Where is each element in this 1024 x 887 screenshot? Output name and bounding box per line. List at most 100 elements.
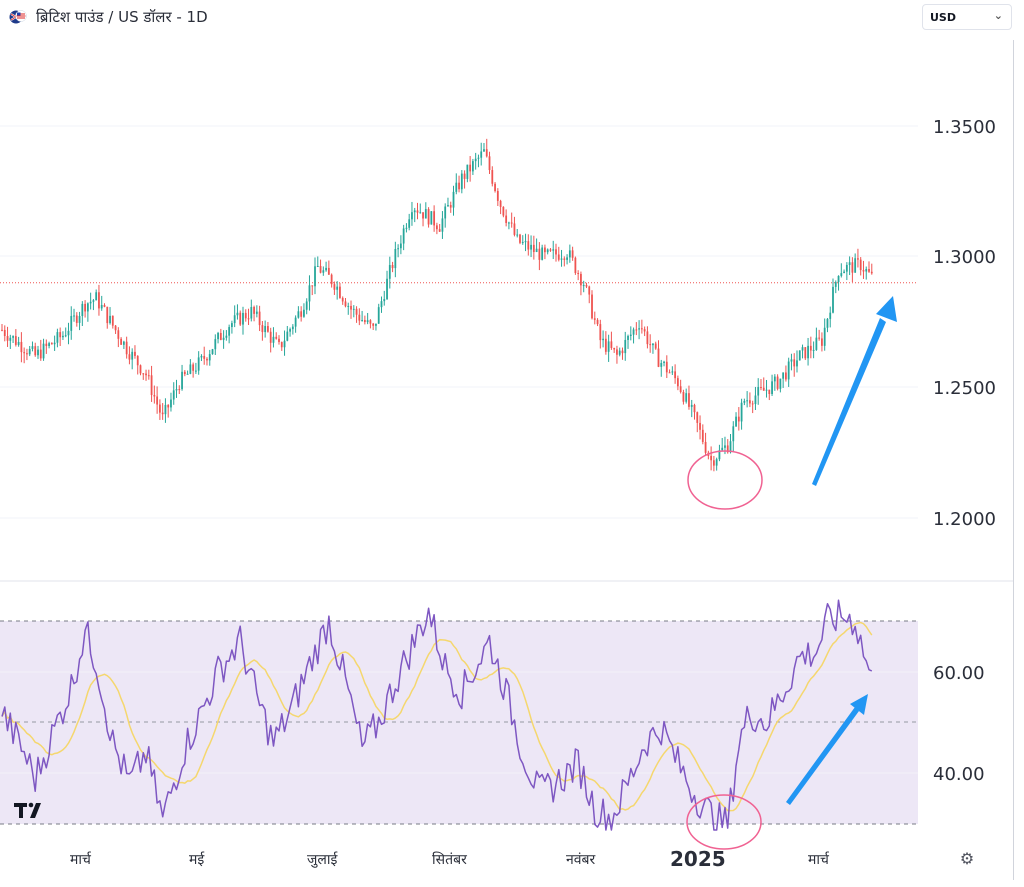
candle-body — [696, 412, 699, 423]
candle-body — [632, 329, 635, 335]
candle-body — [189, 364, 192, 374]
time-axis-label: जुलाई — [307, 851, 339, 868]
candle-body — [214, 339, 217, 350]
candle-body — [701, 429, 704, 442]
candle-body — [649, 344, 652, 346]
candle-body — [178, 389, 181, 391]
candle-body — [413, 210, 416, 213]
candle-body — [120, 338, 123, 345]
candle-body — [225, 335, 228, 338]
candle-body — [286, 331, 289, 341]
candle-body — [629, 334, 632, 336]
candle-body — [344, 301, 347, 307]
candle-body — [278, 338, 280, 343]
right-divider — [1013, 40, 1014, 880]
settings-gear-icon[interactable]: ⚙ — [959, 849, 975, 868]
candle-body — [339, 286, 341, 298]
candle-body — [688, 393, 690, 407]
candle-body — [715, 459, 718, 466]
candle-body — [821, 338, 823, 346]
candle-body — [557, 254, 560, 260]
candle-body — [175, 389, 178, 391]
candle-body — [519, 234, 521, 243]
candle-body — [95, 292, 98, 301]
candle-body — [217, 332, 219, 340]
candle-body — [555, 249, 557, 255]
candle-body — [136, 355, 139, 366]
candle-body — [743, 401, 746, 403]
candle-body — [48, 343, 50, 346]
candle-body — [272, 336, 275, 343]
candle-body — [1, 329, 3, 331]
candle-body — [469, 164, 472, 172]
candle-body — [646, 331, 649, 345]
candle-body — [258, 311, 261, 326]
candle-body — [546, 249, 549, 253]
candle-body — [604, 338, 607, 352]
chart-header: ब्रिटिश पाउंड / US डॉलर - 1D USD ⌄ — [0, 0, 1024, 34]
candle-body — [682, 392, 685, 402]
currency-selector[interactable]: USD ⌄ — [922, 4, 1012, 30]
candle-body — [823, 327, 826, 346]
candle-body — [319, 266, 322, 273]
time-axis-label: मार्च — [70, 851, 92, 868]
candle-body — [751, 403, 754, 405]
candle-body — [596, 319, 599, 325]
candle-body — [618, 350, 621, 355]
candle-body — [496, 191, 499, 201]
candle-body — [84, 303, 86, 312]
candle-body — [613, 347, 616, 350]
candle-body — [50, 343, 53, 345]
time-axis-label: सितंबर — [432, 851, 467, 868]
candle-body — [150, 375, 153, 396]
candle-body — [552, 249, 555, 251]
candle-body — [760, 387, 762, 389]
candle-body — [131, 351, 134, 360]
candle-body — [164, 404, 167, 415]
candle-body — [422, 212, 424, 219]
candle-body — [261, 325, 264, 333]
candle-body — [366, 320, 369, 323]
candle-body — [430, 211, 433, 225]
candle-body — [64, 335, 67, 337]
candlestick-series — [1, 138, 873, 472]
candle-body — [325, 267, 327, 271]
candle-body — [239, 312, 242, 325]
candle-body — [308, 285, 311, 302]
candle-body — [679, 386, 682, 393]
candle-body — [236, 312, 239, 316]
candle-body — [541, 247, 544, 260]
candle-body — [544, 247, 546, 253]
candle-body — [14, 336, 17, 345]
time-axis-label: नवंबर — [566, 852, 596, 868]
candle-body — [311, 285, 314, 287]
candle-body — [222, 337, 225, 340]
candle-body — [466, 164, 469, 179]
candle-body — [477, 157, 480, 159]
candle-body — [117, 330, 120, 339]
candle-body — [463, 173, 466, 179]
candle-body — [363, 320, 366, 323]
candle-body — [208, 354, 211, 361]
candle-body — [765, 389, 768, 391]
candle-body — [671, 371, 674, 373]
candle-body — [408, 219, 411, 228]
candle-body — [297, 311, 300, 318]
candle-body — [624, 339, 627, 354]
candle-body — [250, 306, 253, 319]
candle-body — [291, 326, 294, 330]
candle-body — [192, 364, 195, 371]
candle-body — [444, 206, 447, 219]
candle-body — [510, 222, 513, 224]
candle-body — [200, 356, 203, 358]
candle-body — [488, 156, 491, 171]
candle-body — [508, 222, 510, 224]
candle-body — [712, 460, 715, 466]
candle-body — [264, 326, 267, 333]
candle-body — [336, 286, 339, 290]
candle-body — [549, 249, 552, 251]
candle-body — [771, 381, 773, 395]
candle-body — [269, 331, 272, 343]
candle-body — [172, 390, 175, 400]
